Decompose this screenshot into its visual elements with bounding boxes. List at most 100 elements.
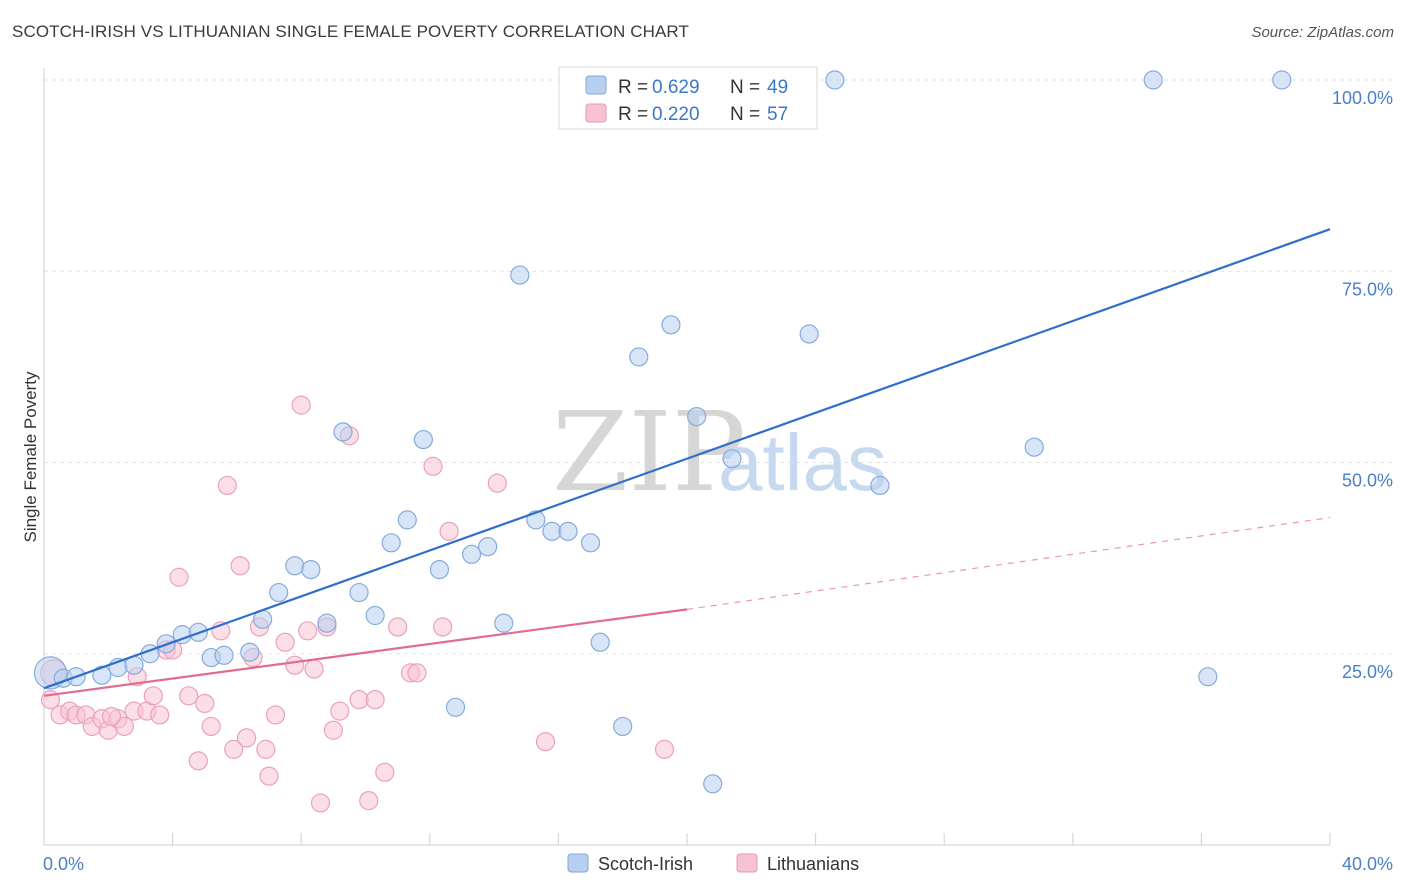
scotch-irish-point: [397, 510, 417, 530]
scotch-irish-point: [722, 449, 742, 469]
legend-n-label: N =: [730, 77, 760, 98]
scotch-irish-point: [1143, 70, 1163, 90]
lithuanians-point: [217, 475, 237, 496]
scotch-irish-point: [703, 774, 723, 794]
lithuanians-point: [143, 686, 163, 706]
lithuanians-point: [285, 655, 305, 675]
lithuanians-point: [323, 720, 343, 740]
trend-lines: [43, 228, 1331, 697]
scotch-irish-point: [301, 559, 321, 580]
legend-n-value: 49: [767, 77, 788, 98]
lithuanians-point: [388, 617, 408, 637]
lithuanians-trend-extension: [686, 516, 1331, 610]
lithuanians-point: [654, 739, 675, 759]
scotch-irish-point: [413, 429, 433, 450]
scotch-irish-point: [825, 70, 845, 90]
scotch-irish-point: [613, 716, 633, 737]
scotch-irish-point: [1198, 667, 1218, 687]
legend-r-label: R =: [618, 104, 648, 125]
scotch-irish-point: [478, 537, 498, 557]
lithuanians-point: [259, 766, 279, 786]
source-label: Source: ZipAtlas.com: [1251, 24, 1394, 41]
lithuanians-point: [330, 701, 350, 721]
scotch-irish-point: [285, 556, 305, 576]
lithuanians-point: [195, 693, 215, 714]
lithuanians-point: [275, 632, 295, 652]
lithuanians-point: [298, 621, 318, 641]
lithuanians-point: [407, 663, 427, 683]
lithuanians-point: [256, 739, 276, 759]
scotch-irish-point: [214, 645, 234, 665]
series-legend: Scotch-Irish Lithuanians: [567, 853, 859, 874]
scotch-irish-point: [429, 559, 450, 580]
scotch-irish-point: [799, 324, 819, 344]
y-tick-label: 50.0%: [1342, 471, 1393, 491]
lithuanians-point: [179, 686, 199, 706]
lithuanians-point: [535, 732, 556, 752]
axes: [43, 68, 1331, 846]
lithuanians-point: [365, 690, 385, 710]
scotch-irish-point: [317, 613, 337, 633]
legend-swatch-lithuanians: [585, 103, 607, 123]
lithuanians-point: [433, 617, 453, 637]
scotch-irish-point: [333, 422, 353, 442]
legend-r-label: R =: [618, 77, 648, 98]
bottom-legend-lithuanians: Lithuanians: [767, 854, 859, 874]
scotch-irish-point: [494, 613, 514, 633]
watermark: ZIP atlas: [552, 388, 887, 516]
x-tick-label: 40.0%: [1342, 854, 1393, 874]
scotch-irish-point: [92, 665, 112, 685]
scotch-irish-point: [510, 265, 530, 285]
scotch-irish-points: [33, 70, 1292, 794]
lithuanians-point: [230, 556, 250, 576]
bottom-legend-swatch-lithuanians: [736, 853, 758, 873]
y-tick-label: 100.0%: [1332, 88, 1393, 108]
lithuanians-point: [423, 456, 443, 476]
scotch-irish-trend-line: [43, 228, 1331, 690]
scotch-irish-point: [1024, 437, 1044, 457]
scotch-irish-point: [381, 533, 401, 553]
legend-r-value: 0.629: [652, 77, 700, 98]
scotch-irish-point: [240, 642, 260, 662]
scotch-irish-point: [349, 582, 369, 603]
scotch-irish-point: [542, 521, 562, 541]
y-axis-label: Single Female Poverty: [21, 371, 40, 543]
lithuanians-point: [487, 473, 507, 493]
lithuanians-point: [201, 716, 221, 737]
legend-n-value: 57: [767, 104, 788, 125]
scotch-irish-point: [580, 533, 601, 553]
lithuanians-point: [291, 395, 311, 415]
lithuanians-point: [236, 728, 257, 748]
lithuanians-point: [310, 793, 331, 813]
chart-title: SCOTCH-IRISH VS LITHUANIAN SINGLE FEMALE…: [12, 22, 689, 41]
lithuanians-point: [304, 659, 324, 679]
watermark-atlas: atlas: [718, 418, 887, 507]
scotch-irish-point: [269, 582, 289, 603]
x-tick-label: 0.0%: [43, 854, 84, 874]
scotch-irish-point: [629, 347, 649, 367]
lithuanians-point: [150, 705, 170, 725]
lithuanians-point: [169, 567, 189, 587]
lithuanians-point: [359, 791, 379, 811]
lithuanians-point: [101, 706, 122, 727]
correlation-legend: R = 0.629 N = 49 R = 0.220 N = 57: [558, 66, 818, 130]
bottom-legend-scotch-irish: Scotch-Irish: [598, 854, 693, 874]
lithuanians-point: [188, 751, 208, 771]
scotch-irish-point: [445, 697, 466, 717]
scotch-irish-point: [870, 475, 890, 496]
scotch-irish-point: [461, 544, 482, 564]
y-tick-labels: 25.0% 50.0% 75.0% 100.0%: [1332, 88, 1393, 682]
lithuanians-trend-line: [43, 608, 688, 697]
lithuanians-point: [375, 762, 395, 782]
scotch-irish-point: [1272, 70, 1292, 90]
lithuanians-point: [114, 716, 134, 737]
scotch-irish-point: [687, 407, 707, 427]
scotch-irish-point: [590, 632, 610, 652]
bottom-legend-swatch-scotch-irish: [567, 853, 589, 873]
x-tick-labels: 0.0% 40.0%: [43, 854, 1393, 874]
lithuanians-point: [224, 739, 244, 759]
legend-r-value: 0.220: [652, 104, 700, 125]
scotch-irish-point: [661, 315, 681, 335]
lithuanians-point: [439, 521, 459, 541]
